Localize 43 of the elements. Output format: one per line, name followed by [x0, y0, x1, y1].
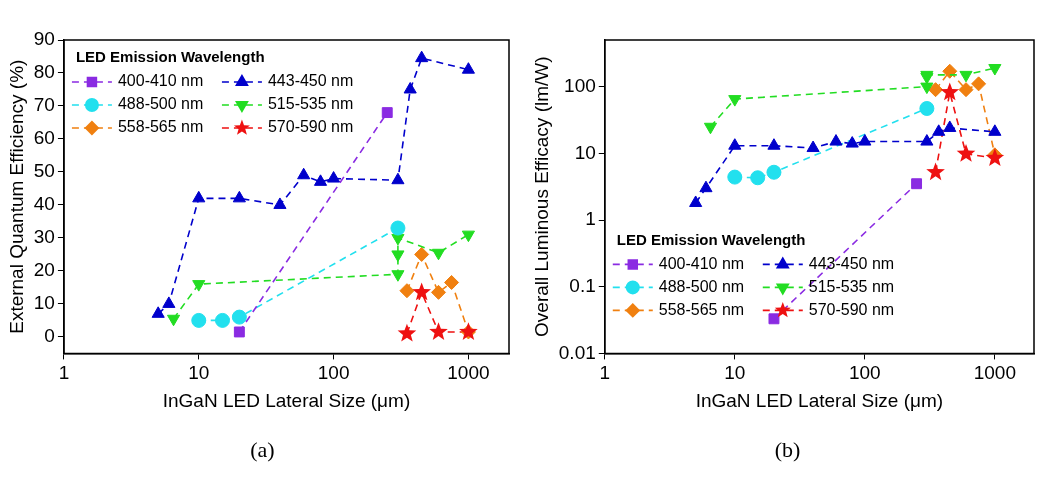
y-tick-label: 80	[33, 61, 55, 83]
y-tick-label: 70	[33, 94, 55, 116]
legend-title: LED Emission Wavelength	[75, 48, 265, 66]
x-tick-label: 1000	[447, 362, 490, 384]
legend-label: 400-410 nm	[658, 254, 745, 272]
y-tick-label: 60	[33, 127, 55, 149]
y-tick-label: 0.1	[569, 274, 596, 296]
x-tick-label: 1	[599, 362, 611, 384]
y-tick-label: 10	[33, 292, 55, 314]
text: (a)	[249, 437, 276, 463]
x-tick-label: 10	[188, 362, 210, 384]
y-axis-title: External Quantum Efficiency (%)	[5, 59, 27, 334]
legend-title: LED Emission Wavelength	[616, 230, 806, 248]
legend-label: 400-410 nm	[117, 72, 204, 90]
legend-label: 570-590 nm	[267, 118, 354, 136]
text: (b)	[773, 437, 802, 463]
legend-label: 558-565 nm	[117, 118, 204, 136]
y-tick-label: 100	[564, 74, 596, 96]
legend-label: 488-500 nm	[658, 277, 745, 295]
y-tick-label: 10	[574, 141, 596, 163]
legend-label: 558-565 nm	[658, 300, 745, 318]
x-tick-label: 1	[58, 362, 70, 384]
legend-label: 570-590 nm	[808, 300, 895, 318]
y-tick-label: 1	[585, 208, 596, 230]
y-tick-label: 20	[33, 259, 55, 281]
y-tick-label: 30	[33, 226, 55, 248]
y-tick-label: 40	[33, 193, 55, 215]
x-tick-label: 1000	[973, 362, 1016, 384]
y-axis-title: Overall Luminous Efficacy (lm/W)	[530, 56, 552, 337]
legend-label: 443-450 nm	[808, 254, 895, 272]
legend-label: 515-535 nm	[267, 95, 354, 113]
x-tick-label: 10	[724, 362, 746, 384]
y-tick-label: 90	[33, 28, 55, 50]
x-axis-title: InGaN LED Lateral Size (μm)	[695, 389, 944, 411]
y-tick-label: 0.01	[558, 341, 596, 363]
legend-label: 515-535 nm	[808, 277, 895, 295]
x-tick-label: 100	[848, 362, 881, 384]
legend-label: 443-450 nm	[267, 72, 354, 90]
x-axis-title: InGaN LED Lateral Size (μm)	[162, 389, 411, 411]
x-tick-label: 100	[317, 362, 350, 384]
legend-label: 488-500 nm	[117, 95, 204, 113]
y-tick-label: 50	[33, 160, 55, 182]
y-tick-label: 0	[44, 325, 55, 347]
